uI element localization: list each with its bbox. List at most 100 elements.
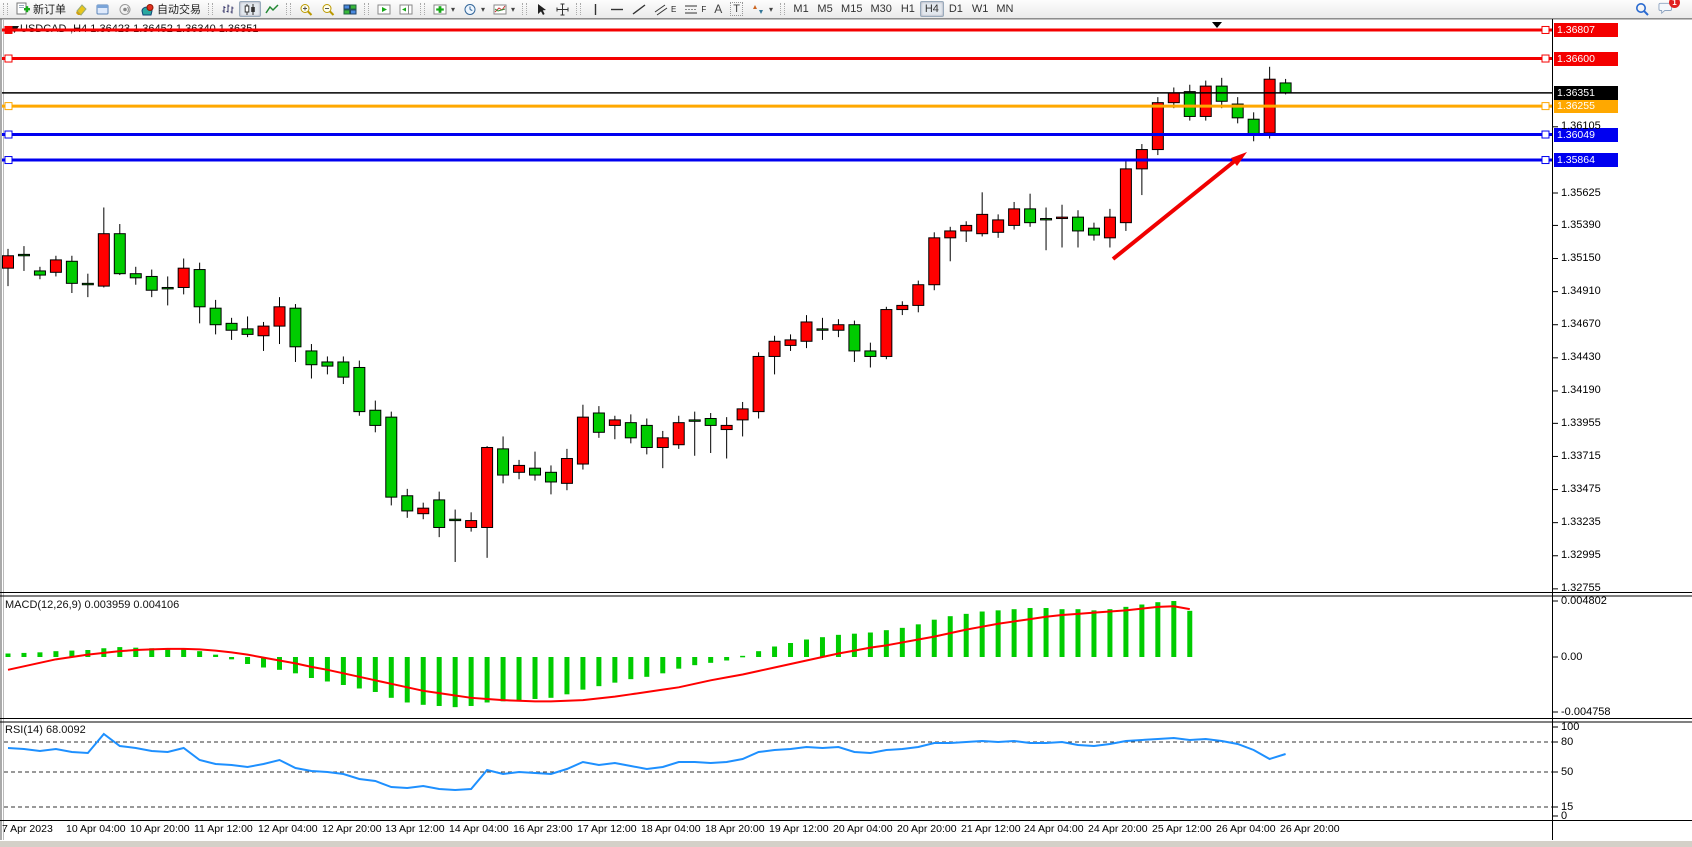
line-chart-button[interactable] — [261, 1, 283, 17]
time-axis-label: 20 Apr 20:00 — [897, 823, 957, 835]
macd-bar — [995, 610, 1001, 657]
indicators-button[interactable]: ▾ — [429, 1, 459, 17]
macd-bar — [963, 613, 969, 657]
zoom-in-button[interactable] — [295, 1, 317, 17]
text-tool-button[interactable]: A — [710, 1, 726, 17]
price-tick-label: 1.34190 — [1561, 384, 1601, 397]
auto-trading-button[interactable]: 自动交易 — [136, 1, 205, 17]
toolbar-grip[interactable] — [780, 3, 786, 15]
level-handle[interactable] — [1541, 25, 1550, 34]
timeframe-m5[interactable]: M5 — [813, 1, 837, 17]
notifications-button[interactable]: 1 — [1654, 0, 1680, 17]
macd-bar — [1059, 609, 1065, 657]
timeframe-m1[interactable]: M1 — [789, 1, 813, 17]
search-button[interactable] — [1631, 1, 1654, 17]
macd-bar — [420, 657, 426, 705]
toolbar-grip[interactable] — [208, 3, 213, 15]
level-handle[interactable] — [1541, 156, 1550, 165]
level-handle[interactable] — [1541, 102, 1550, 111]
time-axis-label: 26 Apr 20:00 — [1280, 823, 1340, 835]
toolbar-grip[interactable] — [364, 3, 369, 15]
trend-arrow-line[interactable] — [1111, 158, 1238, 261]
trendline-tool-button[interactable] — [628, 1, 650, 17]
macd-bar — [772, 646, 778, 657]
new-order-button[interactable]: 新订单 — [12, 1, 70, 17]
signal-button[interactable] — [114, 1, 136, 17]
auto-trading-label: 自动交易 — [157, 4, 201, 16]
candle-bull — [752, 355, 765, 413]
tile-windows-button[interactable] — [339, 1, 361, 17]
price-tick-label: 1.35150 — [1561, 252, 1601, 265]
candle-bull — [720, 424, 733, 431]
periods-button[interactable]: ▾ — [459, 1, 489, 17]
bar-chart-button[interactable] — [217, 1, 239, 17]
candle-bear — [1087, 227, 1100, 236]
timeframe-m15[interactable]: M15 — [837, 1, 866, 17]
candle-bear — [113, 233, 126, 275]
time-axis-label: 25 Apr 12:00 — [1152, 823, 1212, 835]
timeframe-m30[interactable]: M30 — [866, 1, 895, 17]
toolbar-grip[interactable] — [286, 3, 291, 15]
timeframe-h1[interactable]: H1 — [896, 1, 920, 17]
crosshair-tool-button[interactable] — [552, 1, 573, 17]
candle-bull — [1008, 208, 1021, 226]
scroll-to-end-marker[interactable] — [1212, 22, 1222, 28]
templates-button[interactable]: ▾ — [489, 1, 519, 17]
timeframe-d1[interactable]: D1 — [944, 1, 968, 17]
level-handle[interactable] — [4, 25, 13, 34]
level-handle[interactable] — [4, 156, 13, 165]
level-handle[interactable] — [4, 54, 13, 63]
level-handle[interactable] — [4, 102, 13, 111]
auto-scroll-button[interactable] — [373, 1, 395, 17]
candle-bull — [97, 233, 110, 287]
candle-chart-button[interactable] — [239, 1, 261, 17]
clock-icon — [464, 3, 476, 15]
macd-axis-label: -0.004758 — [1561, 705, 1611, 718]
time-axis-label: 18 Apr 20:00 — [705, 823, 765, 835]
rsi-axis-label: 80 — [1561, 735, 1574, 748]
macd-bar — [1075, 609, 1081, 657]
macd-bar — [867, 632, 873, 657]
cursor-tool-button[interactable] — [531, 1, 552, 17]
arrows-tool-button[interactable]: ▾ — [747, 1, 777, 17]
candle-bear — [209, 307, 222, 326]
macd-signal-line — [7, 605, 1190, 703]
vertical-line-tool-button[interactable] — [585, 1, 606, 17]
candle-bull — [49, 259, 62, 273]
macd-bar — [37, 652, 43, 657]
timeframe-h4[interactable]: H4 — [919, 1, 944, 17]
toolbar-grip[interactable] — [3, 3, 8, 15]
eraser-button[interactable] — [70, 1, 92, 17]
macd-bar — [356, 657, 362, 689]
timeframe-w1[interactable]: W1 — [968, 1, 993, 17]
candle-bear — [592, 412, 605, 433]
candle-bear — [497, 448, 510, 476]
level-handle[interactable] — [1541, 54, 1550, 63]
toolbar-grip[interactable] — [420, 3, 425, 15]
toolbar-grip[interactable] — [522, 3, 528, 15]
macd-bar — [883, 630, 889, 657]
window-icon — [96, 4, 109, 14]
price-level-label: 1.36049 — [1554, 127, 1618, 142]
fibonacci-tool-button[interactable]: F — [680, 1, 710, 17]
candle-bull — [976, 213, 989, 235]
level-handle[interactable] — [4, 130, 13, 139]
text-label-tool-button[interactable]: T — [726, 1, 747, 17]
candle-bear — [1231, 103, 1244, 119]
time-axis-label: 13 Apr 12:00 — [385, 823, 445, 835]
horizontal-line-tool-button[interactable] — [606, 1, 628, 17]
toolbar-grip[interactable] — [576, 3, 582, 15]
fibo-letter: F — [701, 4, 707, 14]
level-handle[interactable] — [1541, 130, 1550, 139]
macd-bar — [804, 639, 809, 657]
chart-shift-button[interactable] — [395, 1, 417, 17]
macd-bar — [580, 657, 586, 690]
timeframe-mn[interactable]: MN — [992, 1, 1017, 17]
channel-tool-button[interactable]: E — [650, 1, 680, 17]
price-tick-label: 1.34910 — [1561, 285, 1601, 298]
trend-arrow-head[interactable] — [1231, 152, 1247, 166]
zoom-out-button[interactable] — [317, 1, 339, 17]
charts-window-button[interactable] — [92, 1, 114, 17]
